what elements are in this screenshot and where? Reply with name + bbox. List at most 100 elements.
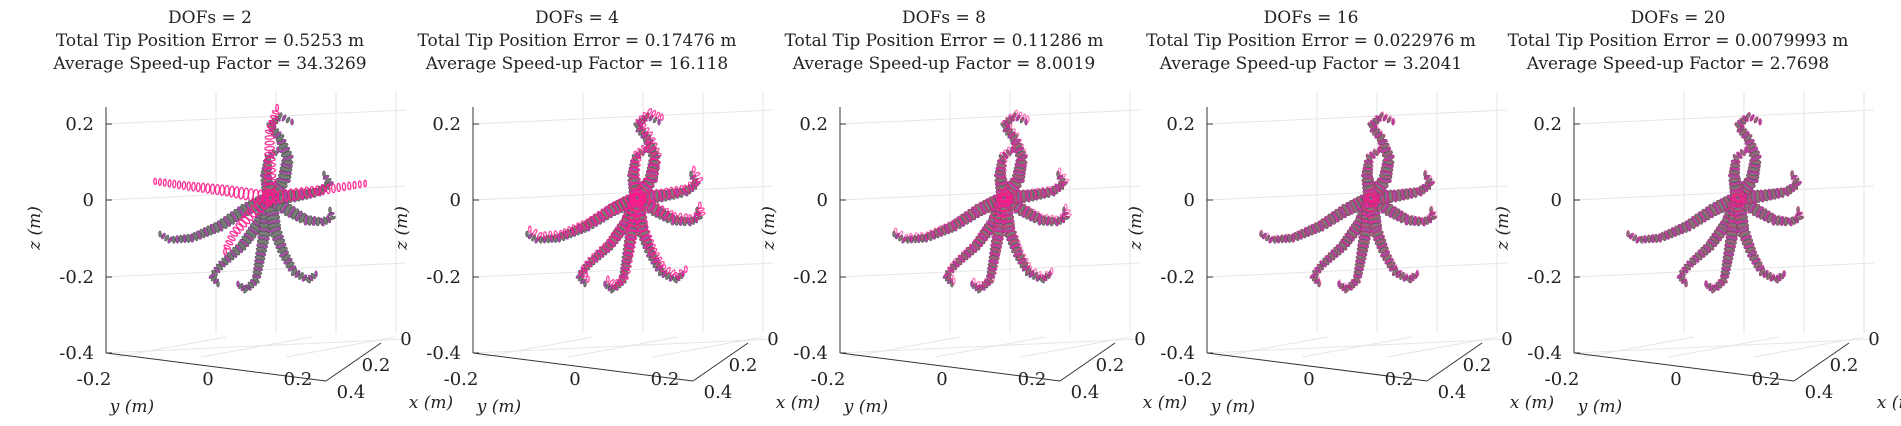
- reference-band: [295, 210, 303, 222]
- model-segment: [650, 252, 660, 259]
- reference-ring: [224, 254, 232, 263]
- model-segment: [341, 182, 347, 192]
- reference-band: [644, 146, 646, 154]
- reference-band: [254, 259, 265, 264]
- reference-ring: [689, 170, 693, 178]
- model-segment: [233, 186, 240, 199]
- model-ring: [191, 181, 196, 192]
- z-tick-label: 0.2: [65, 114, 94, 135]
- model-segment: [635, 220, 649, 227]
- z-tick-label: -0.2: [1527, 267, 1562, 288]
- reference-segment: [324, 178, 332, 184]
- reference-segment: [328, 206, 332, 214]
- reference-ring: [603, 280, 607, 288]
- z-tick-label: 0: [450, 190, 461, 211]
- reference-band: [239, 239, 250, 247]
- reference-band: [579, 278, 587, 285]
- z-tick-label: 0.2: [1533, 114, 1562, 135]
- model-segment: [585, 218, 592, 229]
- model-segment: [298, 187, 305, 200]
- model-segment: [621, 272, 629, 281]
- model-ring: [635, 220, 649, 227]
- model-ring: [591, 253, 599, 261]
- y-tick-label: 0: [1670, 369, 1681, 390]
- model-segment: [643, 239, 655, 246]
- reference-ring: [279, 146, 291, 154]
- model-ring: [951, 277, 956, 285]
- subplot-title-line-3: Average Speed-up Factor = 34.3269: [52, 54, 366, 74]
- reference-ring: [276, 146, 280, 154]
- model-ring: [527, 225, 532, 233]
- model-ring: [647, 142, 658, 149]
- subplot-title-line-1: DOFs = 8: [902, 8, 986, 28]
- model-segment: [683, 184, 691, 194]
- x-tick-label: 0: [400, 329, 411, 350]
- model-ring: [228, 185, 235, 198]
- reference-band: [319, 217, 325, 227]
- model-segment: [304, 186, 310, 199]
- reference-ring: [236, 280, 240, 288]
- reference-band: [223, 216, 232, 227]
- model-ring: [233, 186, 240, 199]
- y-tick-label: 0: [936, 369, 947, 390]
- z-tick-label: -0.4: [426, 343, 461, 364]
- reference-ring: [178, 234, 184, 244]
- model-segment: [532, 228, 538, 236]
- z-tick-label: 0: [83, 190, 94, 211]
- model-ring: [275, 103, 280, 112]
- model-ring: [697, 201, 702, 210]
- model-segment: [331, 183, 336, 194]
- model-segment: [618, 275, 626, 284]
- model-segment: [264, 145, 276, 152]
- model-ring: [548, 230, 553, 240]
- model-segment: [656, 261, 665, 268]
- model-ring: [263, 156, 276, 163]
- model-segment: [325, 184, 331, 195]
- model-ring: [167, 179, 172, 188]
- reference-band: [218, 260, 226, 268]
- reference-ring: [303, 214, 309, 226]
- model-ring: [623, 252, 634, 258]
- model-segment: [893, 227, 898, 235]
- model-ring: [623, 248, 635, 254]
- model-ring: [553, 230, 558, 240]
- y-axis-label: y (m): [843, 397, 888, 417]
- y-tick-label: -0.2: [1545, 369, 1580, 390]
- reference-band: [247, 226, 259, 236]
- model-segment: [580, 220, 588, 231]
- model-segment: [275, 103, 280, 112]
- reference-band: [216, 220, 224, 232]
- model-segment: [263, 173, 277, 179]
- x-tick-label: 0.2: [1096, 355, 1125, 376]
- reference-band: [686, 217, 692, 227]
- reference-band: [257, 236, 270, 240]
- model-segment: [205, 183, 211, 194]
- model-ring: [223, 244, 232, 250]
- reference-band: [279, 147, 291, 153]
- subplot-title-line-3: Average Speed-up Factor = 8.0019: [792, 54, 1095, 74]
- x-tick-label: 0.4: [1438, 382, 1467, 403]
- model-segment: [650, 109, 657, 118]
- reference-band: [315, 270, 317, 278]
- model-ring: [176, 180, 182, 190]
- model-segment: [683, 265, 688, 274]
- model-ring: [264, 145, 276, 152]
- model-ring: [648, 147, 660, 155]
- model-segment: [241, 215, 251, 225]
- model-ring: [288, 188, 295, 202]
- reference-band: [326, 181, 334, 187]
- model-ring: [263, 167, 277, 174]
- model-segment: [608, 235, 619, 244]
- model-segment: [578, 268, 586, 275]
- model-segment: [264, 140, 275, 146]
- subplot-title-line-3: Average Speed-up Factor = 3.2041: [1159, 54, 1462, 74]
- reference-band: [294, 269, 301, 279]
- model-segment: [623, 248, 635, 254]
- model-segment: [264, 135, 275, 140]
- model-segment: [671, 212, 678, 223]
- model-segment: [971, 277, 976, 285]
- model-segment: [595, 249, 603, 258]
- reference-band: [307, 274, 314, 282]
- model-ring: [562, 228, 569, 238]
- model-segment: [268, 119, 277, 125]
